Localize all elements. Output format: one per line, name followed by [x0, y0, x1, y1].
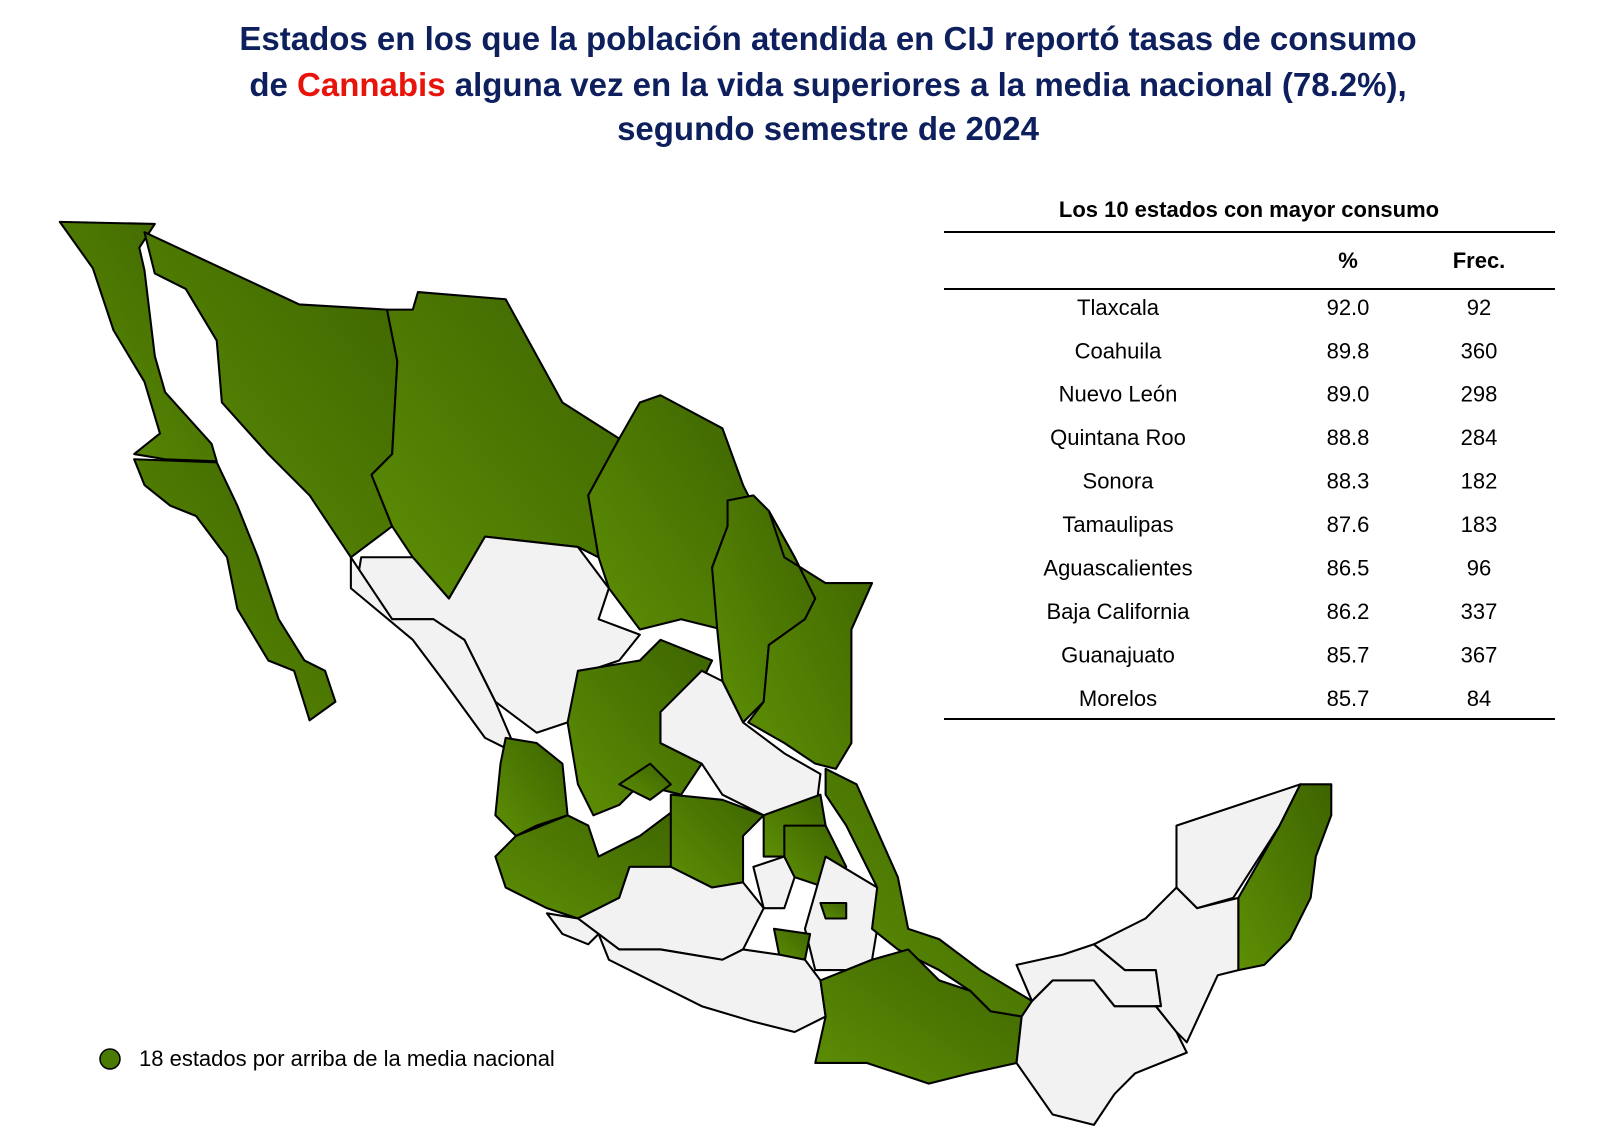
table-cell: Morelos	[1079, 686, 1157, 711]
table-cell: 182	[1461, 469, 1498, 494]
table-cell: 96	[1467, 555, 1491, 580]
table-cell: 86.2	[1327, 599, 1370, 624]
state	[133, 458, 337, 722]
title-part: alguna vez en la vida superiores a la me…	[455, 66, 1407, 103]
table-cell: Tlaxcala	[1077, 295, 1160, 320]
table-cell: 85.7	[1327, 686, 1370, 711]
legend-label: 18 estados por arriba de la media nacion…	[139, 1046, 555, 1071]
state	[814, 948, 1023, 1085]
title-highlight: Cannabis	[297, 66, 446, 103]
table-cell: 84	[1467, 686, 1491, 711]
table-cell: 88.3	[1327, 469, 1370, 494]
table-cell: Nuevo León	[1059, 382, 1178, 407]
title-line: segundo semestre de 2024	[617, 110, 1040, 147]
title-part: de	[249, 66, 288, 103]
table-cell: 89.0	[1327, 382, 1370, 407]
table-cell: Coahuila	[1075, 338, 1163, 363]
table-header: %	[1338, 248, 1358, 273]
table-cell: 284	[1461, 425, 1498, 450]
table-cell: 92.0	[1327, 295, 1370, 320]
table-cell: 86.5	[1327, 555, 1370, 580]
table-cell: Guanajuato	[1061, 642, 1175, 667]
table-cell: 85.7	[1327, 642, 1370, 667]
table-cell: 183	[1461, 512, 1498, 537]
map	[58, 220, 1333, 1126]
state	[752, 855, 796, 910]
table-cell: 92	[1467, 295, 1491, 320]
table: Los 10 estados con mayor consumo % Frec.…	[944, 197, 1555, 720]
table-cell: 367	[1461, 642, 1498, 667]
table-cell: Quintana Roo	[1050, 425, 1186, 450]
table-cell: Tamaulipas	[1062, 512, 1173, 537]
legend-marker	[99, 1048, 121, 1070]
table-cell: Sonora	[1083, 469, 1155, 494]
state	[597, 932, 827, 1034]
state	[494, 736, 569, 837]
state	[819, 901, 848, 920]
table-cell: 337	[1461, 599, 1498, 624]
state	[1175, 783, 1302, 910]
state	[1237, 783, 1333, 972]
table-header: Frec.	[1453, 248, 1506, 273]
title-line: de Cannabis alguna vez en la vida superi…	[249, 66, 1406, 103]
table-cell: Aguascalientes	[1043, 555, 1192, 580]
state	[747, 509, 874, 770]
table-cell: Baja California	[1046, 599, 1190, 624]
table-cell: 87.6	[1327, 512, 1370, 537]
state	[618, 762, 672, 801]
table-title: Los 10 estados con mayor consumo	[1059, 197, 1439, 222]
state	[545, 912, 600, 946]
table-cell: 298	[1461, 382, 1498, 407]
table-cell: 88.8	[1327, 425, 1370, 450]
table-cell: 360	[1461, 338, 1498, 363]
title-line: Estados en los que la población atendida…	[239, 20, 1416, 57]
table-cell: 89.8	[1327, 338, 1370, 363]
